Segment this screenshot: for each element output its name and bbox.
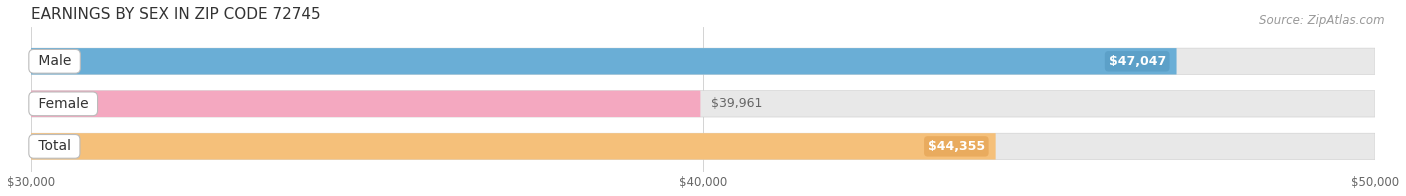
Text: Source: ZipAtlas.com: Source: ZipAtlas.com xyxy=(1260,14,1385,27)
Text: Total: Total xyxy=(34,139,75,153)
FancyBboxPatch shape xyxy=(31,133,995,160)
Text: EARNINGS BY SEX IN ZIP CODE 72745: EARNINGS BY SEX IN ZIP CODE 72745 xyxy=(31,7,321,22)
Text: $39,961: $39,961 xyxy=(711,97,762,110)
FancyBboxPatch shape xyxy=(31,48,1177,74)
FancyBboxPatch shape xyxy=(31,48,1375,74)
FancyBboxPatch shape xyxy=(31,91,1375,117)
Text: $47,047: $47,047 xyxy=(1108,55,1166,68)
Text: Male: Male xyxy=(34,54,76,68)
Text: $44,355: $44,355 xyxy=(928,140,984,153)
FancyBboxPatch shape xyxy=(31,133,1375,160)
Text: Female: Female xyxy=(34,97,93,111)
FancyBboxPatch shape xyxy=(31,91,700,117)
